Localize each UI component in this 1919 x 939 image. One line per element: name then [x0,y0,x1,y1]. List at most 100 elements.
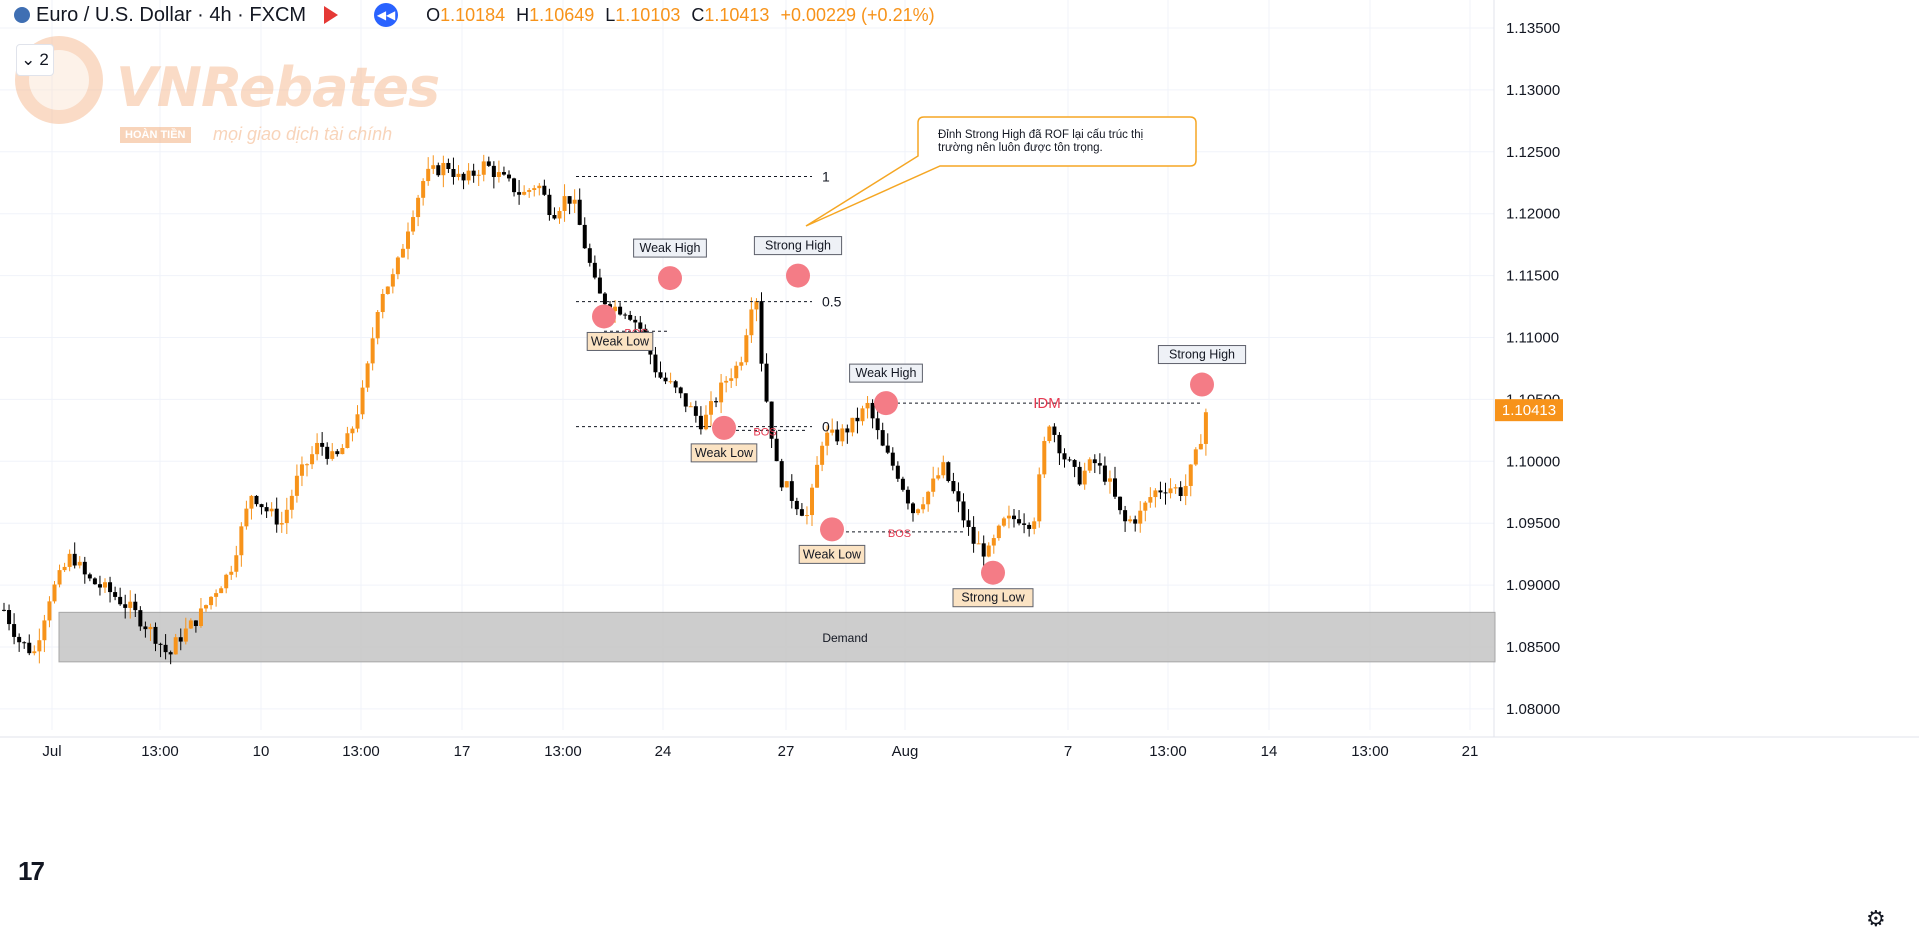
candle-down [602,293,607,305]
candle-up [1188,464,1193,486]
candle-up [931,478,936,492]
replay-icon[interactable]: ◀◀ [374,3,399,27]
candle-up [804,515,809,517]
candle-up [1047,426,1052,442]
candle-up [926,491,931,505]
candle-up [1148,497,1153,503]
candle-down [1067,459,1072,461]
candle-up [57,570,62,585]
tradingview-logo[interactable]: 17 [18,856,45,886]
candle-down [946,462,951,482]
candle-down [1118,496,1123,511]
candle-up [784,481,789,488]
x-tick-label: 10 [253,743,270,760]
indicator-collapse-button[interactable]: ⌄ 2 [16,44,54,76]
candle-up [441,162,446,176]
last-price-badge [1495,399,1563,422]
swing-label: Weak Low [591,334,650,348]
y-tick-label: 1.08500 [1506,639,1560,656]
swing-marker[interactable] [786,263,810,288]
candle-up [426,168,431,182]
gear-icon[interactable]: ⚙ [1866,906,1886,931]
last-price-label: 1.10413 [1502,402,1556,419]
x-tick-label: 21 [1462,743,1479,760]
candle-down [1027,524,1032,529]
candle-down [582,224,587,249]
candle-up [67,553,72,567]
candle-up [1153,490,1158,498]
candle-up [62,566,67,571]
candle-down [158,643,163,645]
candle-down [1092,459,1097,464]
candle-up [921,504,926,510]
candle-up [719,382,724,403]
candle-up [825,432,830,446]
candle-down [1057,434,1062,454]
candle-up [1168,488,1173,494]
candle-up [729,378,734,381]
swing-marker[interactable] [592,304,616,329]
candle-down [905,489,910,504]
candle-up [219,588,224,594]
candle-down [320,442,325,447]
ohlc-open: 1.10184 [440,4,506,25]
callout-text-line2: trường nên luôn được tôn trọng. [938,142,1103,154]
swing-marker[interactable] [712,415,736,440]
symbol-header: Euro / U.S. Dollar · 4h · FXCM ◀◀ O1.101… [0,0,935,30]
candle-down [683,393,688,407]
symbol-title[interactable]: Euro / U.S. Dollar · 4h · FXCM [36,3,307,26]
candle-up [234,555,239,572]
y-tick-label: 1.11000 [1506,330,1559,347]
swing-marker[interactable] [820,517,844,542]
candle-up [416,197,421,218]
candle-up [991,538,996,546]
indicator-count: 2 [39,50,49,69]
candle-down [1077,466,1082,485]
flag-marker-icon[interactable] [324,6,339,24]
chevron-down-icon: ⌄ [21,50,36,69]
candle-down [471,170,476,176]
swing-marker[interactable] [1190,372,1214,397]
y-tick-label: 1.10000 [1506,453,1560,470]
candle-down [577,199,582,225]
candle-down [966,520,971,527]
candle-down [12,624,17,637]
candle-up [562,196,567,211]
swing-marker[interactable] [658,266,682,291]
ohlc-key-low: L [605,4,616,25]
swing-marker[interactable] [981,560,1005,585]
candle-up [522,191,527,195]
candle-down [143,626,148,630]
candle-down [17,636,22,643]
y-tick-label: 1.11500 [1506,268,1559,285]
swing-label-box [753,236,843,256]
candle-up [830,429,835,433]
candle-up [1193,449,1198,465]
candle-down [845,428,850,433]
candle-up [52,584,57,602]
swing-label-box [690,443,758,463]
candle-up [537,185,542,189]
fib-level-label: 0 [822,419,830,435]
candle-down [597,277,602,294]
candle-down [1072,460,1077,467]
y-tick-label: 1.09500 [1506,515,1560,532]
x-tick-label: 13:00 [141,743,179,760]
candle-down [274,508,279,525]
candle-up [224,574,229,589]
candle-up [128,601,133,608]
candle-up [188,620,193,629]
x-tick-label: 17 [454,743,471,760]
candle-down [491,165,496,177]
candle-up [395,257,400,275]
candle-down [193,620,198,627]
candle-up [239,526,244,556]
candle-up [916,509,921,514]
demand-zone[interactable] [58,611,1496,663]
swing-label: Weak Low [803,547,862,561]
candle-down [971,526,976,544]
candle-up [734,365,739,379]
ohlc-close: 1.10413 [704,4,770,25]
swing-marker[interactable] [874,391,898,416]
